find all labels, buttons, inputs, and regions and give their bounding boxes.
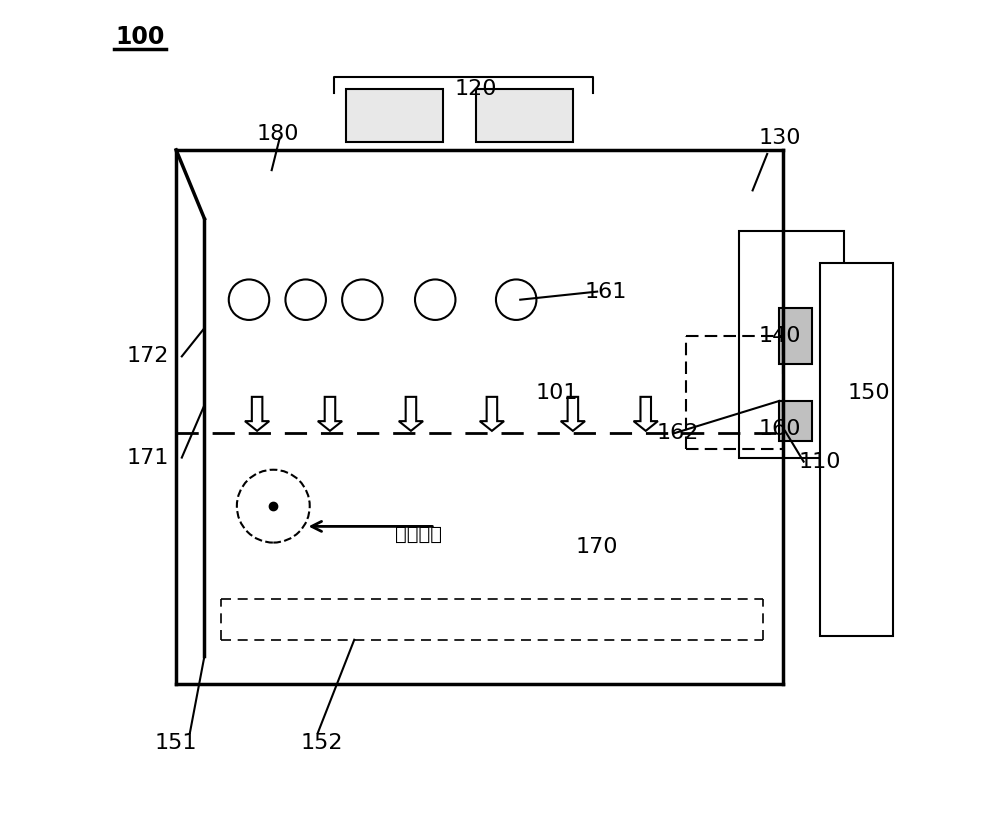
Polygon shape [399,397,423,431]
Text: 171: 171 [127,447,169,468]
Text: 160: 160 [758,420,801,439]
Polygon shape [480,397,504,431]
Text: 152: 152 [301,733,343,753]
Bar [779,401,812,442]
Bar [779,308,812,365]
Text: 140: 140 [758,326,801,346]
Text: 151: 151 [155,733,197,753]
Text: 161: 161 [584,281,626,302]
Text: 170: 170 [576,537,618,556]
Text: 172: 172 [127,346,169,366]
Polygon shape [561,397,585,431]
Text: 130: 130 [758,128,801,148]
Text: 101: 101 [535,383,578,402]
Bar [820,263,893,636]
Polygon shape [634,397,658,431]
Text: 180: 180 [256,124,299,144]
Text: 162: 162 [657,423,699,443]
Bar [476,89,573,142]
Text: 150: 150 [847,383,890,402]
Bar [346,89,443,142]
Text: 110: 110 [799,452,841,472]
Polygon shape [318,397,342,431]
Text: 热风方向: 热风方向 [395,525,442,544]
Text: 120: 120 [454,79,497,99]
Text: 100: 100 [115,25,164,48]
Polygon shape [245,397,269,431]
Bar [739,231,844,457]
